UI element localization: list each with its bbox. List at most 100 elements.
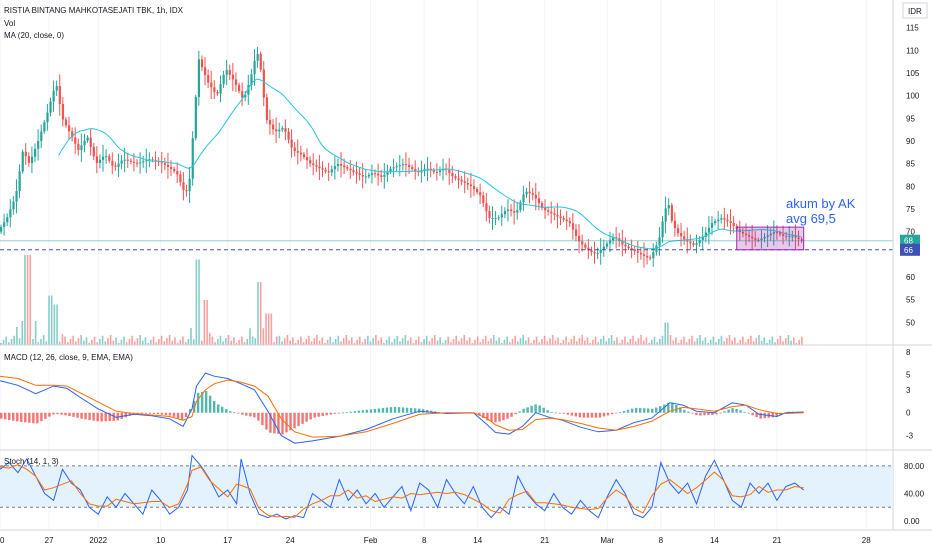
volume-bar: [404, 335, 407, 345]
candle-body: [701, 236, 704, 241]
candle-body: [287, 131, 290, 140]
candle-body: [556, 214, 559, 217]
candle-body: [741, 232, 745, 234]
volume-bar: [85, 337, 88, 345]
accumulation-box[interactable]: [736, 226, 805, 251]
candle-body: [296, 151, 299, 153]
volume-bar: [190, 327, 192, 345]
candle-body: [791, 236, 794, 238]
volume-bar: [297, 339, 299, 345]
volume-bar: [755, 338, 758, 345]
currency-button[interactable]: [902, 2, 928, 19]
volume-bar: [739, 339, 742, 345]
macd-histogram-bar: [188, 409, 192, 413]
volume-bar: [91, 339, 93, 345]
volume-bar: [736, 343, 739, 345]
candle-body: [775, 232, 779, 234]
macd-histogram-bar: [578, 412, 582, 418]
candle-body: [15, 191, 18, 202]
macd-histogram-bar: [297, 412, 300, 427]
volume-bar: [203, 300, 206, 345]
macd-histogram-bar: [60, 412, 63, 415]
volume-bar: [468, 337, 471, 345]
candle-body: [182, 182, 185, 191]
volume-bar: [707, 343, 709, 345]
candle-body: [420, 170, 423, 173]
time-tick-label: 14: [710, 536, 719, 545]
macd-histogram-bar: [345, 412, 348, 413]
candle-body: [411, 166, 414, 170]
macd-histogram-bar: [397, 407, 401, 413]
candle-body: [680, 233, 683, 237]
volume-bar: [717, 339, 720, 345]
macd-axis-ticks: 8 5 3 0 -3: [906, 348, 914, 441]
candle-body: [312, 163, 315, 166]
candle-body: [714, 221, 717, 224]
price-badge: [900, 234, 920, 247]
symbol-title[interactable]: RISTIA BINTANG MAHKOTASEJATI TBK, 1h, ID…: [4, 6, 184, 15]
candle-body: [649, 257, 652, 259]
stoch-legend[interactable]: Stoch (14, 1, 3): [4, 457, 59, 466]
volume-bar: [99, 339, 101, 345]
volume-bar: [675, 337, 677, 345]
volume-bar: [163, 341, 166, 345]
volume-bar: [184, 342, 187, 345]
candle-body: [612, 237, 615, 241]
candle-body: [299, 152, 303, 155]
macd-legend[interactable]: MACD (12, 26, close, 9, EMA, EMA): [4, 353, 133, 362]
candle-body: [370, 173, 374, 175]
macd-histogram-bar: [506, 412, 509, 419]
macd-histogram-bar: [44, 412, 47, 419]
volume-bar: [34, 321, 37, 345]
macd-histogram-bar: [309, 412, 312, 420]
macd-histogram-bar: [622, 410, 626, 413]
macd-histogram-bar: [156, 412, 160, 415]
volume-bar: [117, 343, 120, 345]
macd-histogram-bar: [208, 395, 212, 413]
candle-body: [460, 179, 463, 182]
volume-bar: [460, 338, 463, 345]
candle-body: [24, 151, 27, 157]
macd-histogram-bar: [638, 408, 642, 413]
macd-histogram-bar: [683, 409, 686, 413]
candle-body: [250, 74, 253, 85]
candle-body: [466, 183, 469, 185]
volume-bar: [383, 343, 385, 345]
volume-bar: [356, 339, 358, 345]
candle-body: [800, 239, 803, 241]
time-tick-label: 10: [156, 536, 165, 545]
macd-histogram-bar: [671, 402, 674, 413]
macd-histogram-bar: [723, 411, 726, 413]
annotation-line-1[interactable]: akum by AK: [786, 196, 856, 211]
macd-histogram-bar: [313, 412, 316, 418]
macd-histogram-bar: [771, 412, 774, 418]
volume-bar: [219, 335, 222, 345]
candle-body: [469, 184, 473, 187]
volume-bar: [597, 342, 600, 345]
macd-histogram-bar: [237, 412, 240, 414]
volume-bar: [278, 335, 281, 345]
time-tick-label: Feb: [364, 536, 378, 545]
macd-histogram-bar: [144, 412, 148, 414]
candle-body: [432, 170, 435, 172]
candle-body: [281, 128, 284, 130]
volume-bar: [316, 335, 318, 345]
annotation-line-2[interactable]: avg 69,5: [786, 211, 836, 226]
macd-histogram-bar: [36, 412, 39, 424]
price-tick-label: 50: [906, 318, 915, 327]
candle-body: [797, 237, 800, 240]
candle-body: [58, 86, 61, 104]
macd-histogram-bar: [221, 406, 224, 413]
macd-histogram-bar: [128, 412, 131, 416]
volume-bar: [782, 341, 784, 345]
ma-legend[interactable]: MA (20, close, 0): [4, 31, 64, 40]
volume-bar: [270, 313, 273, 345]
macd-histogram-bar: [72, 412, 75, 417]
macd-histogram-bar: [667, 402, 670, 413]
macd-histogram-bar: [245, 412, 248, 416]
candle-body: [472, 186, 476, 190]
vol-legend[interactable]: Vol: [4, 19, 15, 28]
price-axis-ticks: 115 110 105 100 95 90 85 80 75 70 60 55 50: [906, 24, 920, 328]
